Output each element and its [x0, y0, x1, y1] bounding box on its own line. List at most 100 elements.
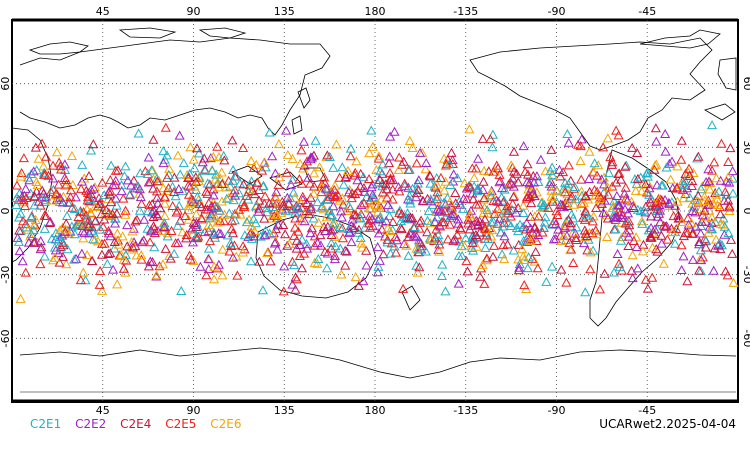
observation-triangle: [109, 236, 120, 247]
observation-triangle: [18, 153, 29, 163]
observation-triangle: [194, 172, 205, 183]
observation-triangle: [331, 139, 342, 149]
observation-triangle: [144, 237, 156, 247]
observation-triangle: [624, 220, 635, 230]
observation-triangle: [479, 278, 490, 288]
observation-triangle: [598, 187, 609, 197]
observation-triangle: [12, 232, 23, 242]
observation-triangle: [359, 186, 370, 196]
observation-triangle: [89, 235, 100, 245]
observation-triangle: [281, 125, 292, 135]
observation-triangle: [678, 180, 689, 190]
observation-triangle: [329, 180, 340, 190]
observation-triangle: [467, 163, 478, 173]
observation-triangle: [514, 262, 525, 272]
observation-triangle: [92, 201, 103, 211]
observation-triangle: [372, 242, 383, 252]
observation-triangle: [636, 186, 647, 196]
observation-triangle: [329, 250, 341, 260]
observation-triangle: [405, 198, 416, 208]
observation-triangle: [147, 199, 158, 209]
observation-triangle: [461, 194, 472, 204]
observation-triangle: [465, 205, 477, 215]
observation-triangle: [479, 214, 490, 224]
observation-triangle: [185, 254, 196, 264]
observation-triangle: [305, 154, 316, 164]
observation-triangle: [53, 179, 64, 189]
observation-triangle: [233, 204, 245, 214]
observation-triangle: [225, 238, 236, 248]
observation-triangle: [104, 189, 116, 199]
observation-triangle: [185, 142, 196, 152]
observation-triangle: [138, 235, 149, 245]
bottom-lon-tick-label: 135: [274, 404, 295, 417]
observation-triangle: [453, 278, 464, 288]
observation-triangle: [131, 250, 142, 260]
observation-triangle: [114, 250, 125, 260]
observation-triangle: [324, 191, 335, 201]
observation-triangle: [239, 230, 250, 240]
observation-triangle: [598, 142, 609, 152]
observation-triangle: [372, 207, 383, 217]
observation-triangle: [289, 259, 300, 270]
observation-triangle: [122, 219, 133, 230]
observation-triangle: [603, 189, 614, 199]
observation-triangle: [723, 227, 734, 237]
observation-triangle: [271, 198, 282, 208]
observation-triangle: [587, 166, 598, 176]
observation-triangle: [193, 148, 205, 158]
observation-triangle: [136, 250, 147, 260]
observation-triangle: [326, 243, 337, 253]
observation-triangle: [505, 220, 517, 230]
observation-triangle: [403, 250, 414, 260]
observation-triangle: [499, 217, 510, 227]
observation-triangle: [533, 229, 544, 240]
observation-triangle: [149, 228, 160, 238]
observation-triangle: [113, 239, 124, 249]
observation-triangle: [589, 158, 600, 168]
observation-triangle: [373, 228, 384, 238]
observation-triangle: [313, 253, 324, 264]
observation-triangle: [152, 198, 163, 208]
observation-triangle: [407, 213, 418, 223]
observation-triangle: [90, 215, 101, 225]
observation-triangle: [340, 260, 351, 270]
observation-triangle: [687, 175, 698, 185]
observation-triangle: [20, 183, 31, 193]
observation-triangle: [31, 186, 42, 196]
observation-triangle: [282, 240, 293, 250]
observation-triangle: [473, 153, 484, 163]
observation-triangle: [518, 207, 529, 218]
observation-triangle: [584, 146, 595, 156]
observation-triangle: [543, 202, 554, 212]
observation-triangle: [119, 171, 130, 181]
observation-triangle: [289, 222, 301, 232]
observation-triangle: [118, 263, 129, 273]
observation-triangle: [11, 199, 22, 209]
observation-triangle: [148, 183, 159, 193]
observation-triangle: [715, 243, 726, 254]
observation-triangle: [709, 157, 720, 167]
observation-triangle: [30, 214, 41, 224]
observation-triangle: [330, 241, 341, 251]
observation-triangle: [26, 212, 37, 222]
observation-triangle: [283, 198, 294, 208]
observation-triangle: [450, 198, 461, 208]
observation-triangle: [459, 178, 470, 188]
observation-triangle: [719, 229, 730, 239]
observation-triangle: [406, 228, 417, 238]
observation-triangle: [416, 215, 427, 225]
observation-triangle: [615, 235, 627, 245]
observation-triangle: [642, 171, 653, 181]
observation-triangle: [377, 187, 388, 197]
observation-triangle: [32, 179, 43, 189]
observation-triangle: [546, 177, 557, 187]
observation-triangle: [202, 178, 213, 188]
observation-triangle: [519, 280, 530, 290]
right-lat-tick-label: 60: [741, 77, 750, 91]
observation-triangle: [176, 285, 187, 296]
observation-triangle: [122, 241, 133, 251]
observation-triangle: [158, 183, 169, 193]
observation-triangle: [607, 157, 618, 167]
observation-triangle: [517, 243, 528, 254]
